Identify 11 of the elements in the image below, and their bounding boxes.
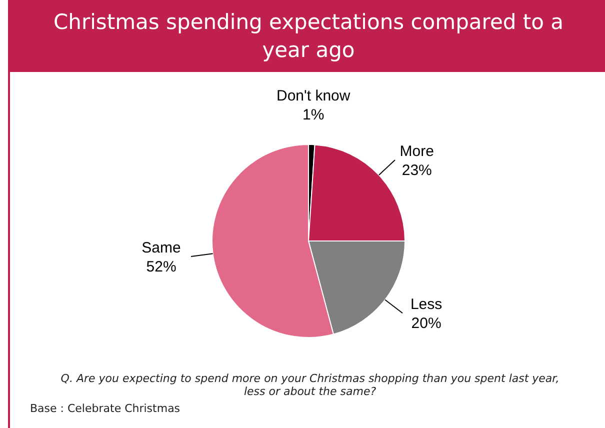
text: Q. Are you expecting to spend more on your Christmas shopping than you spent last year, less or about the same? bbox=[60, 372, 560, 398]
data-label: 1% bbox=[302, 106, 324, 124]
slice-label: Less bbox=[410, 296, 442, 314]
slice-label: More bbox=[400, 142, 434, 160]
data-label: 52% bbox=[146, 258, 176, 276]
text: Base : Celebrate Christmas bbox=[30, 402, 180, 415]
slice-label: Same bbox=[142, 239, 181, 256]
data-label: 23% bbox=[402, 162, 432, 179]
data-label: 20% bbox=[411, 315, 442, 332]
slice-label: Don't know bbox=[276, 88, 350, 105]
chart-title: Christmas spending expectations compared to a year ago bbox=[10, 0, 605, 72]
